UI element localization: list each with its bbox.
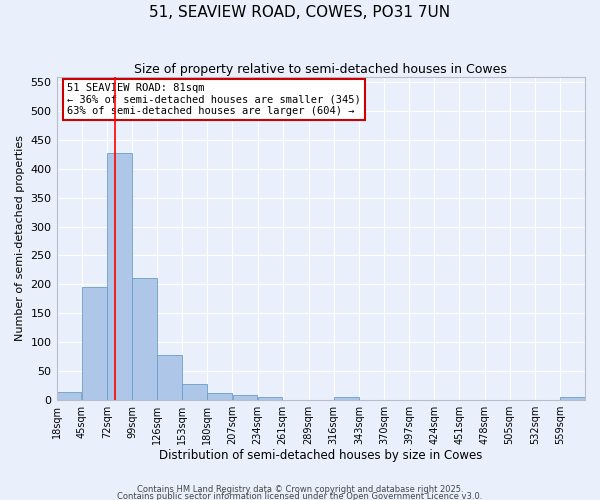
Y-axis label: Number of semi-detached properties: Number of semi-detached properties: [15, 135, 25, 341]
Bar: [107, 153, 131, 400]
X-axis label: Distribution of semi-detached houses by size in Cowes: Distribution of semi-detached houses by …: [159, 450, 482, 462]
Bar: [182, 384, 207, 400]
Title: Size of property relative to semi-detached houses in Cowes: Size of property relative to semi-detach…: [134, 62, 507, 76]
Bar: [258, 398, 283, 400]
Text: 51 SEAVIEW ROAD: 81sqm
← 36% of semi-detached houses are smaller (345)
63% of se: 51 SEAVIEW ROAD: 81sqm ← 36% of semi-det…: [67, 83, 361, 116]
Bar: [157, 356, 182, 400]
Bar: [208, 394, 232, 400]
Bar: [233, 395, 257, 400]
Text: Contains public sector information licensed under the Open Government Licence v3: Contains public sector information licen…: [118, 492, 482, 500]
Bar: [57, 392, 82, 400]
Text: 51, SEAVIEW ROAD, COWES, PO31 7UN: 51, SEAVIEW ROAD, COWES, PO31 7UN: [149, 5, 451, 20]
Bar: [334, 398, 359, 400]
Text: Contains HM Land Registry data © Crown copyright and database right 2025.: Contains HM Land Registry data © Crown c…: [137, 486, 463, 494]
Bar: [560, 397, 585, 400]
Bar: [82, 287, 107, 400]
Bar: [132, 278, 157, 400]
